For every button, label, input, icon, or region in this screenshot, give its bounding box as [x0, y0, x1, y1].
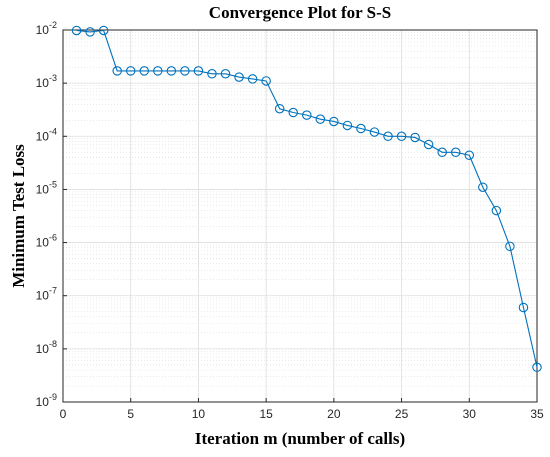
x-tick-label: 25: [395, 407, 409, 421]
minor-grid: [63, 32, 537, 387]
data-point-marker: [234, 72, 244, 82]
y-tick-label: 10-5: [36, 179, 57, 196]
data-point-marker: [315, 114, 326, 124]
data-point-marker: [112, 66, 122, 76]
data-point-marker: [247, 74, 258, 84]
data-point-marker: [71, 25, 82, 36]
x-axis-ticks: 0 5 10 15 20 25 30 35: [60, 398, 544, 421]
y-tick-label: 10-2: [36, 20, 57, 37]
data-point-marker: [180, 66, 190, 76]
data-point-marker: [450, 147, 461, 158]
data-point-marker: [98, 25, 109, 36]
x-tick-label: 20: [327, 407, 341, 421]
plot-area: [63, 30, 537, 402]
data-point-marker: [220, 69, 231, 79]
data-point-marker: [505, 241, 515, 252]
data-point-marker: [383, 131, 393, 142]
data-point-marker: [518, 302, 529, 313]
data-point-marker: [139, 66, 150, 76]
x-axis-label: Iteration m (number of calls): [195, 429, 405, 448]
x-tick-label: 10: [192, 407, 206, 421]
data-point-marker: [274, 103, 285, 114]
y-tick-label: 10-3: [36, 73, 57, 90]
data-point-marker: [532, 362, 542, 373]
y-tick-label: 10-9: [36, 392, 57, 409]
y-axis-label: Minimum Test Loss: [9, 144, 28, 288]
data-point-marker: [193, 66, 204, 76]
data-point-marker: [153, 66, 163, 76]
data-point-marker: [410, 132, 420, 143]
data-point-marker: [302, 110, 312, 120]
y-tick-label: 10-7: [36, 286, 57, 303]
x-tick-label: 5: [127, 407, 134, 421]
data-point-marker: [85, 27, 95, 37]
data-point-marker: [356, 123, 366, 134]
data-point-marker: [166, 66, 177, 76]
data-point-marker: [423, 139, 434, 150]
data-point-marker: [369, 127, 380, 137]
data-point-marker: [464, 150, 475, 160]
data-point-marker: [288, 107, 298, 118]
y-tick-label: 10-6: [36, 233, 57, 250]
plot-frame: [62, 29, 538, 403]
data-point-marker: [329, 116, 339, 127]
data-point-marker: [478, 182, 488, 192]
data-point-marker: [207, 69, 217, 79]
data-point-marker: [261, 76, 271, 86]
series-layer: [71, 25, 542, 373]
x-tick-label: 30: [463, 407, 477, 421]
x-tick-label: 15: [259, 407, 273, 421]
x-tick-label: 35: [530, 407, 544, 421]
y-tick-label: 10-8: [36, 339, 57, 356]
data-point-marker: [396, 131, 407, 142]
data-point-marker: [491, 205, 502, 216]
y-tick-label: 10-4: [36, 126, 57, 143]
data-point-marker: [437, 147, 447, 158]
chart-title: Convergence Plot for S-S: [209, 3, 391, 22]
data-point-marker: [342, 120, 353, 131]
data-point-marker: [125, 66, 136, 76]
x-tick-label: 0: [60, 407, 67, 421]
y-axis-ticks: 10-9 10-8 10-7 10-6 10-5 10-4 10-3 10-2: [36, 20, 67, 409]
